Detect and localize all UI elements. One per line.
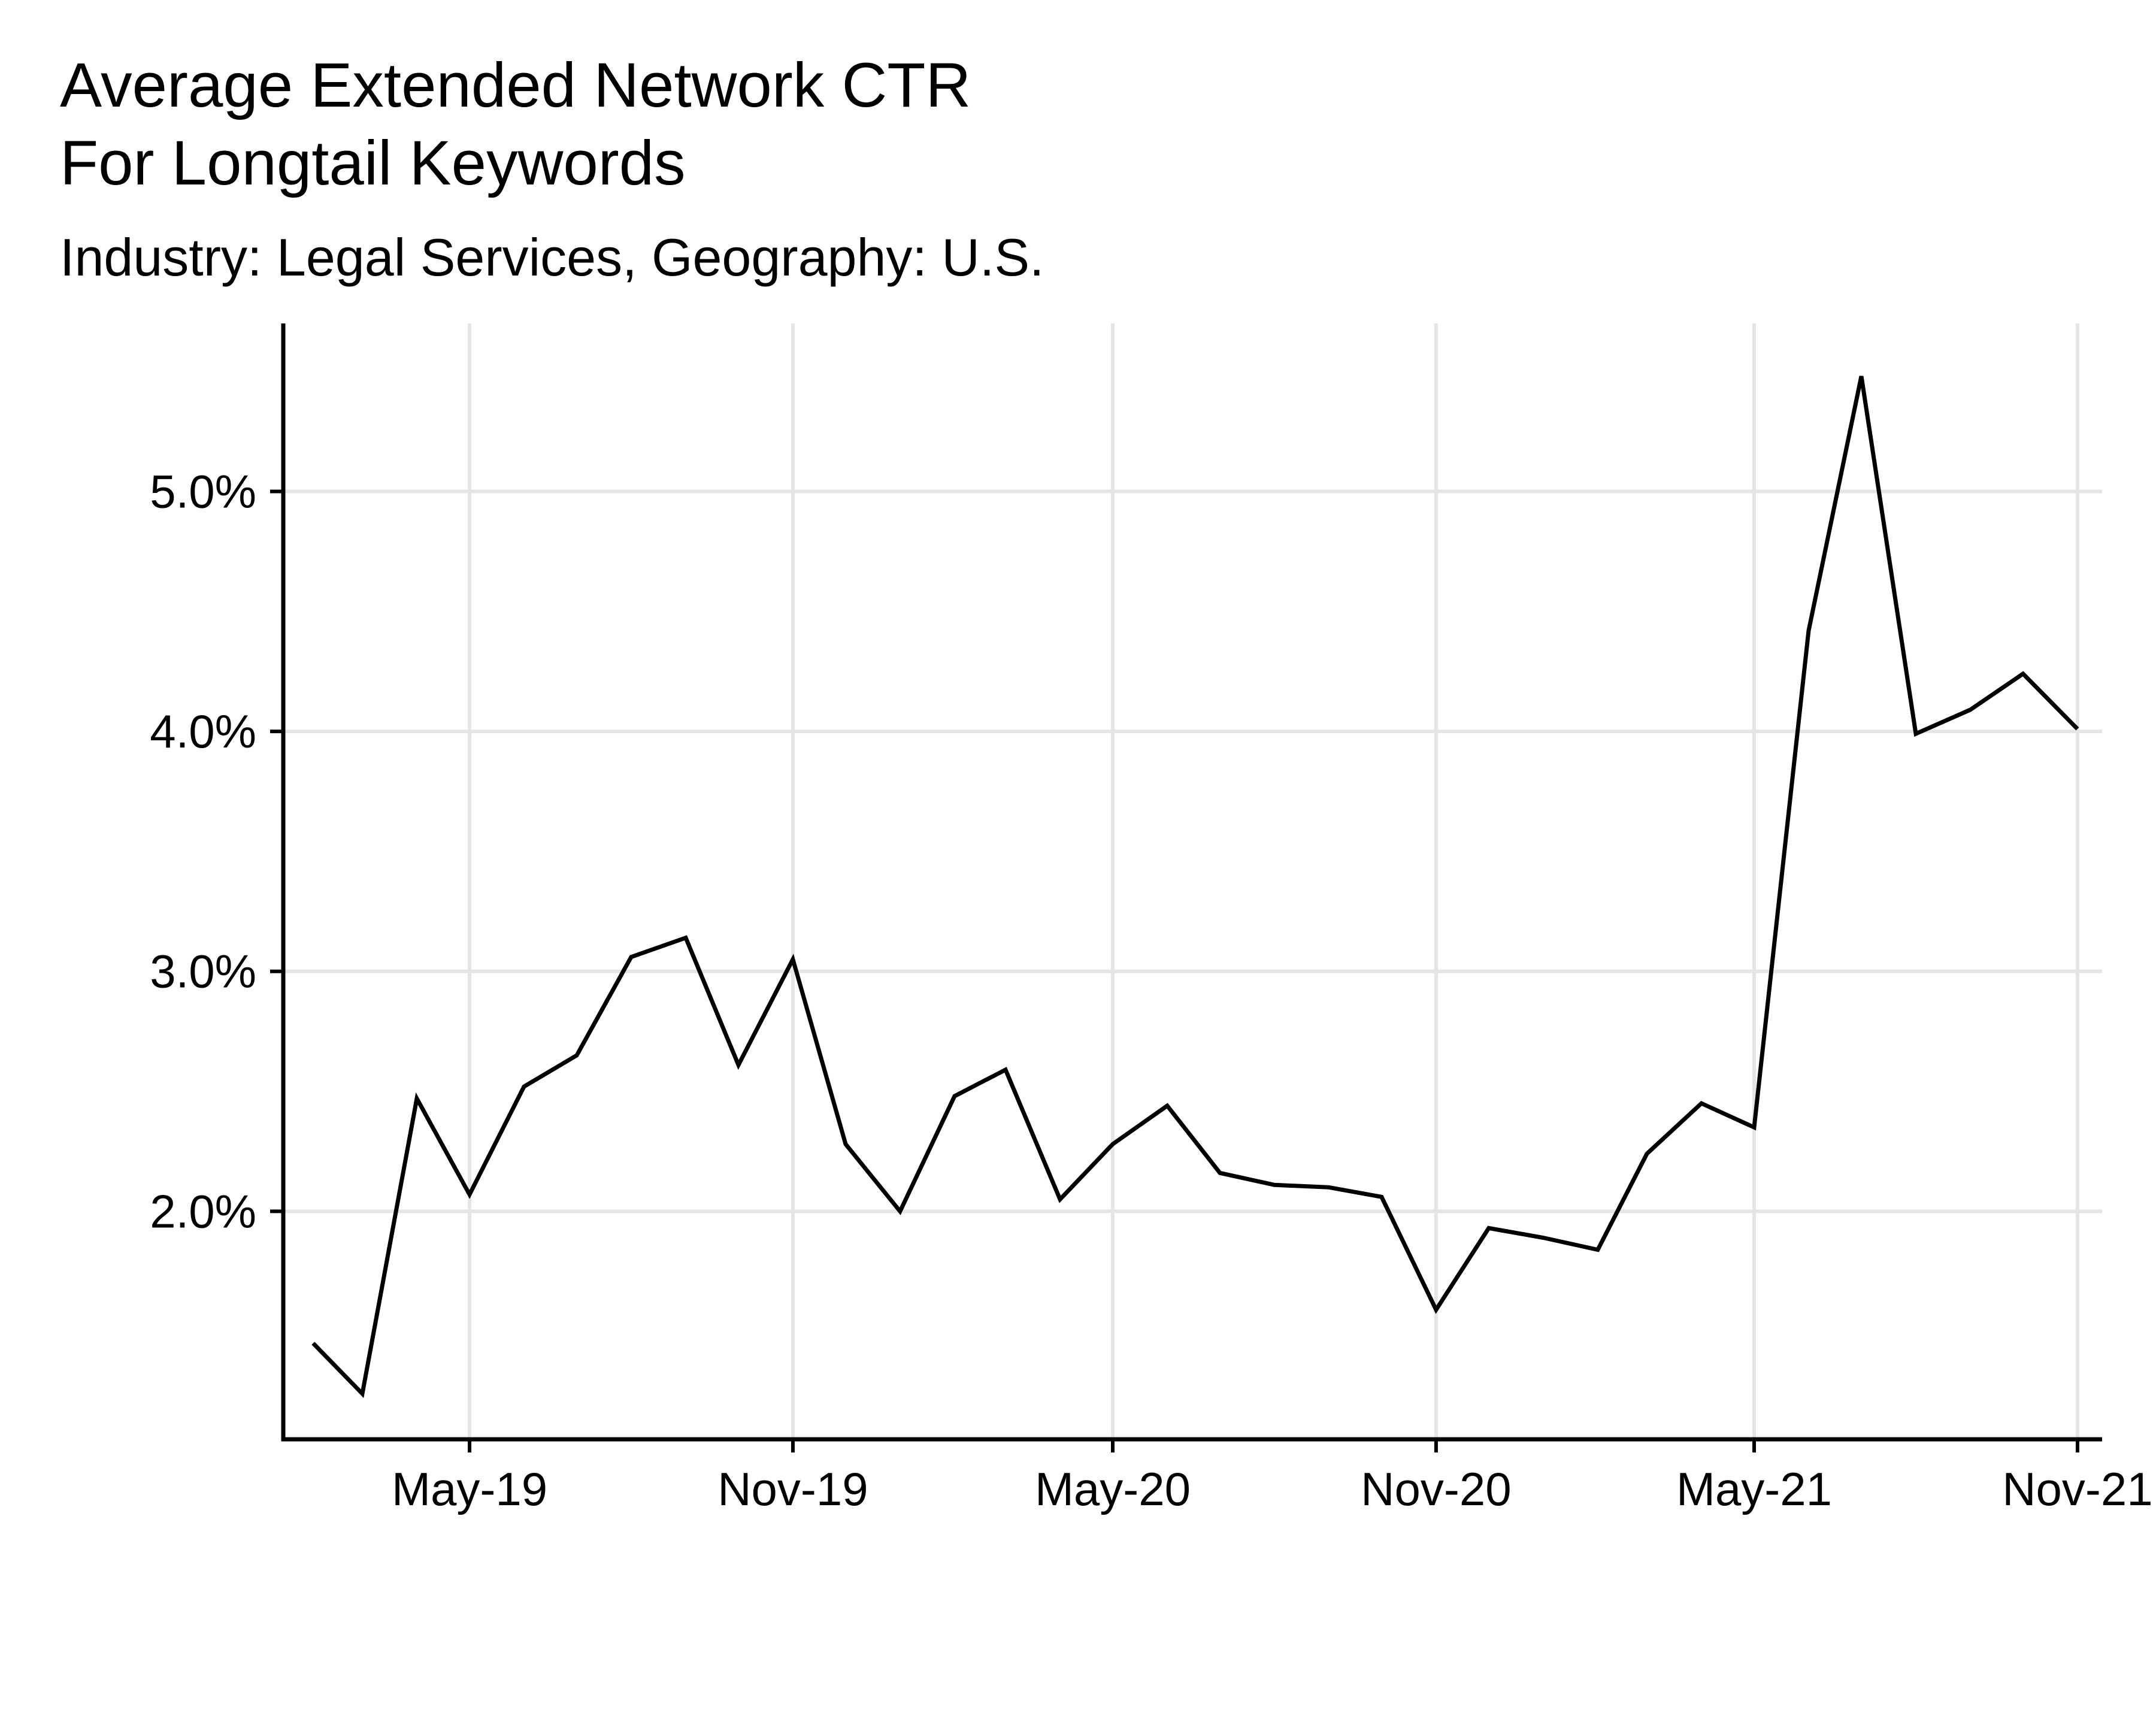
- axes: [270, 323, 2102, 1452]
- title-block: Average Extended Network CTR For Longtai…: [60, 47, 2036, 288]
- x-tick-label-3: Nov-20: [1361, 1463, 1511, 1515]
- chart-title-line-1: Average Extended Network CTR: [60, 50, 971, 120]
- x-tick-label-0: May-19: [392, 1463, 547, 1515]
- chart-title: Average Extended Network CTR For Longtai…: [60, 47, 2036, 202]
- y-tick-label-1: 3.0%: [150, 945, 256, 998]
- x-tick-label-1: Nov-19: [717, 1463, 868, 1515]
- x-tick-label-5: Nov-21: [2002, 1463, 2152, 1515]
- y-tick-label-0: 2.0%: [150, 1185, 256, 1237]
- x-tick-label-2: May-20: [1035, 1463, 1191, 1515]
- y-tick-label-3: 5.0%: [150, 465, 256, 518]
- series-line-0: [311, 376, 2079, 1399]
- grid-lines: [283, 323, 2102, 1439]
- y-tick-label-2: 4.0%: [150, 705, 256, 758]
- tick-labels: 2.0% 3.0% 4.0% 5.0% May-19 Nov-19 May-20 Nov-20…: [150, 465, 2152, 1515]
- chart-subtitle: Industry: Legal Services, Geography: U.S…: [60, 228, 1044, 287]
- chart-title-line-2: For Longtail Keywords: [60, 128, 686, 198]
- series-layer: [311, 376, 2079, 1399]
- x-tick-label-4: May-21: [1676, 1463, 1832, 1515]
